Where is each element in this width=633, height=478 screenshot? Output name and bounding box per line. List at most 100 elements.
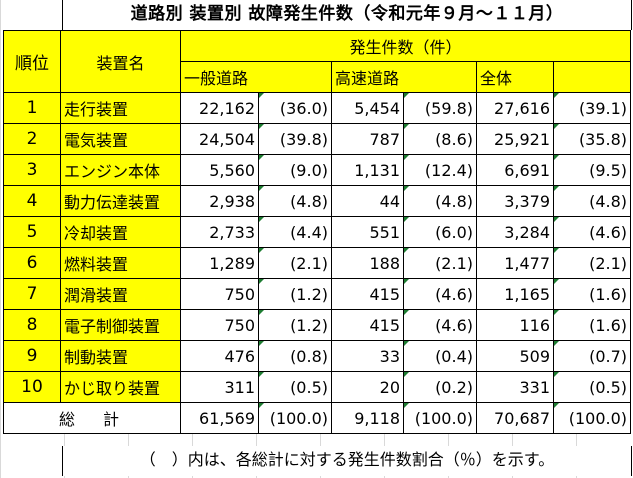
header-total[interactable]: 全体	[476, 61, 554, 93]
total-pct-cell[interactable]: (35.8)	[552, 123, 632, 155]
rank-cell[interactable]: 6	[3, 247, 61, 279]
express-pct-cell[interactable]: (8.6)	[403, 123, 477, 155]
total-pct-cell[interactable]: (1.6)	[552, 278, 632, 310]
total-count-cell[interactable]: 116	[476, 309, 554, 341]
device-name-cell[interactable]: 制動装置	[60, 340, 181, 372]
general-pct-cell[interactable]: (2.1)	[258, 247, 332, 279]
express-pct-cell[interactable]: (4.6)	[403, 309, 477, 341]
express-pct-cell[interactable]: (0.4)	[403, 340, 477, 372]
total-pct-cell[interactable]: (39.1)	[552, 92, 632, 124]
general-pct-cell[interactable]: (4.8)	[258, 185, 332, 217]
table-title: 道路別 装置別 故障発生件数（令和元年９月～１１月）	[62, 0, 632, 30]
general-pct-cell[interactable]: (4.4)	[258, 216, 332, 248]
rank-cell[interactable]: 2	[3, 123, 61, 155]
express-pct-cell[interactable]: (4.6)	[403, 278, 477, 310]
general-count-cell[interactable]: 750	[180, 309, 259, 341]
total-pct-cell[interactable]: (4.6)	[552, 216, 632, 248]
express-pct-cell[interactable]: (6.0)	[403, 216, 477, 248]
total-pct-cell[interactable]: (0.7)	[552, 340, 632, 372]
express-pct-cell[interactable]: (0.2)	[403, 371, 477, 403]
express-count-cell[interactable]: 44	[331, 185, 404, 217]
totals-total-cell[interactable]: 70,687	[476, 402, 554, 434]
general-pct-cell[interactable]: (1.2)	[258, 278, 332, 310]
general-count-cell[interactable]: 2,938	[180, 185, 259, 217]
general-count-cell[interactable]: 311	[180, 371, 259, 403]
header-general-road[interactable]: 一般道路	[180, 61, 332, 93]
total-count-cell[interactable]: 3,379	[476, 185, 554, 217]
totals-total-pct-cell[interactable]: (100.0)	[552, 402, 632, 434]
device-name-cell[interactable]: 動力伝達装置	[60, 185, 181, 217]
total-count-cell[interactable]: 25,921	[476, 123, 554, 155]
device-name-cell[interactable]: 走行装置	[60, 92, 181, 124]
device-name-cell[interactable]: 冷却装置	[60, 216, 181, 248]
express-pct-cell[interactable]: (2.1)	[403, 247, 477, 279]
rank-cell[interactable]: 4	[3, 185, 61, 217]
header-count-group[interactable]: 発生件数（件）	[179, 30, 632, 62]
general-count-cell[interactable]: 476	[180, 340, 259, 372]
general-count-cell[interactable]: 24,504	[180, 123, 259, 155]
device-name-cell[interactable]: かじ取り装置	[60, 371, 181, 403]
total-count-cell[interactable]: 27,616	[476, 92, 554, 124]
totals-express-cell[interactable]: 9,118	[331, 402, 404, 434]
table-row: 5 冷却装置 2,733 (4.4) 551 (6.0) 3,284 (4.6)	[3, 216, 632, 248]
totals-general-pct-cell[interactable]: (100.0)	[258, 402, 332, 434]
rank-cell[interactable]: 5	[3, 216, 61, 248]
total-pct-cell[interactable]: (2.1)	[552, 247, 632, 279]
general-count-cell[interactable]: 750	[180, 278, 259, 310]
table-row: 7 潤滑装置 750 (1.2) 415 (4.6) 1,165 (1.6)	[3, 278, 632, 310]
rank-cell[interactable]: 9	[3, 340, 61, 372]
express-pct-cell[interactable]: (4.8)	[403, 185, 477, 217]
total-count-cell[interactable]: 331	[476, 371, 554, 403]
general-pct-cell[interactable]: (36.0)	[258, 92, 332, 124]
table-row: 8 電子制御装置 750 (1.2) 415 (4.6) 116 (1.6)	[3, 309, 632, 341]
device-name-cell[interactable]: 電気装置	[60, 123, 181, 155]
rank-cell[interactable]: 10	[3, 371, 61, 403]
express-count-cell[interactable]: 415	[331, 278, 404, 310]
device-name-cell[interactable]: 潤滑装置	[60, 278, 181, 310]
rank-cell[interactable]: 8	[3, 309, 61, 341]
general-count-cell[interactable]: 5,560	[180, 154, 259, 186]
express-count-cell[interactable]: 33	[331, 340, 404, 372]
totals-express-pct-cell[interactable]: (100.0)	[403, 402, 477, 434]
device-name-cell[interactable]: エンジン本体	[60, 154, 181, 186]
general-pct-cell[interactable]: (9.0)	[258, 154, 332, 186]
express-pct-cell[interactable]: (59.8)	[403, 92, 477, 124]
total-count-cell[interactable]: 6,691	[476, 154, 554, 186]
total-count-cell[interactable]: 1,165	[476, 278, 554, 310]
total-count-cell[interactable]: 509	[476, 340, 554, 372]
totals-general-cell[interactable]: 61,569	[180, 402, 259, 434]
header-expressway[interactable]: 高速道路	[331, 61, 477, 93]
header-total-pct[interactable]	[552, 61, 632, 93]
total-count-cell[interactable]: 3,284	[476, 216, 554, 248]
total-pct-cell[interactable]: (0.5)	[552, 371, 632, 403]
rank-cell[interactable]: 1	[3, 92, 61, 124]
express-count-cell[interactable]: 415	[331, 309, 404, 341]
total-pct-cell[interactable]: (4.8)	[552, 185, 632, 217]
device-name-cell[interactable]: 電子制御装置	[60, 309, 181, 341]
express-count-cell[interactable]: 551	[331, 216, 404, 248]
rank-cell[interactable]: 3	[3, 154, 61, 186]
total-pct-cell[interactable]: (9.5)	[552, 154, 632, 186]
total-pct-cell[interactable]: (1.6)	[552, 309, 632, 341]
table-row: 1 走行装置 22,162 (36.0) 5,454 (59.8) 27,616 (39.1)	[3, 92, 632, 124]
express-count-cell[interactable]: 20	[331, 371, 404, 403]
general-count-cell[interactable]: 1,289	[180, 247, 259, 279]
totals-label[interactable]: 総 計	[3, 402, 181, 434]
general-count-cell[interactable]: 22,162	[180, 92, 259, 124]
device-name-cell[interactable]: 燃料装置	[60, 247, 181, 279]
general-pct-cell[interactable]: (1.2)	[258, 309, 332, 341]
express-count-cell[interactable]: 1,131	[331, 154, 404, 186]
general-count-cell[interactable]: 2,733	[180, 216, 259, 248]
general-pct-cell[interactable]: (39.8)	[258, 123, 332, 155]
express-count-cell[interactable]: 787	[331, 123, 404, 155]
express-count-cell[interactable]: 188	[331, 247, 404, 279]
express-pct-cell[interactable]: (12.4)	[403, 154, 477, 186]
header-device-name[interactable]: 装置名	[60, 30, 181, 93]
rank-cell[interactable]: 7	[3, 278, 61, 310]
express-count-cell[interactable]: 5,454	[331, 92, 404, 124]
general-pct-cell[interactable]: (0.8)	[258, 340, 332, 372]
table-row: 4 動力伝達装置 2,938 (4.8) 44 (4.8) 3,379 (4.8)	[3, 185, 632, 217]
general-pct-cell[interactable]: (0.5)	[258, 371, 332, 403]
header-rank[interactable]: 順位	[3, 30, 61, 93]
total-count-cell[interactable]: 1,477	[476, 247, 554, 279]
